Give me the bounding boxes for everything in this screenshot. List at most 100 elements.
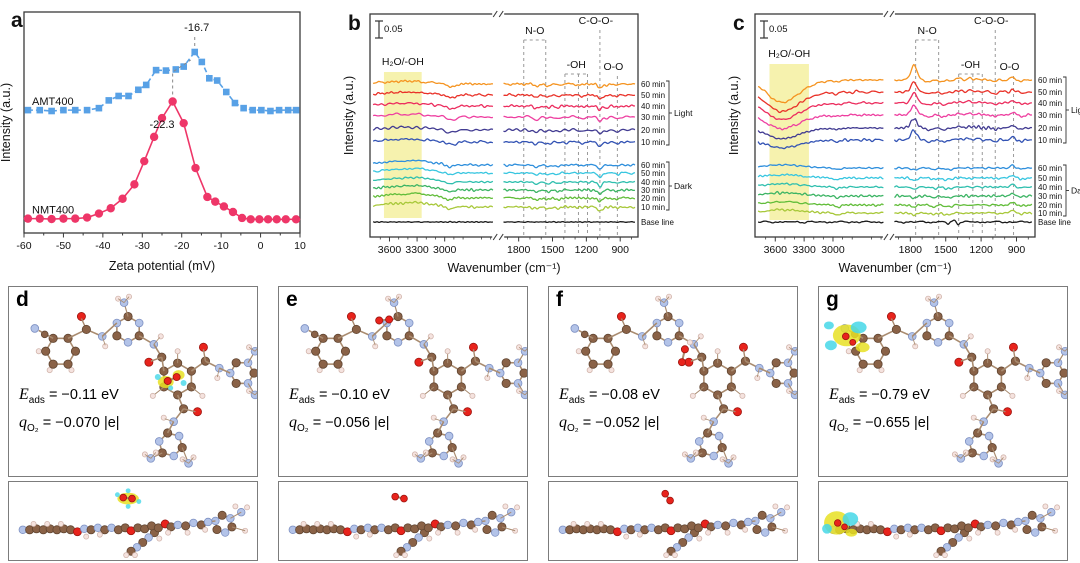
qo2-subscript: O₂ xyxy=(27,422,39,434)
curve-light-20 min xyxy=(757,118,1033,140)
x-tick-label: -40 xyxy=(95,240,110,252)
curve-light-60 min xyxy=(372,79,636,89)
x-axis-label: Wavenumber (cm⁻¹) xyxy=(447,261,560,275)
panel-f-box: f Eads = −0.08 eV qO₂ = −0.052 |e| xyxy=(548,286,798,477)
eads-value: = −0.08 eV xyxy=(588,387,660,403)
qo2-line: qO₂ = −0.070 |e| xyxy=(19,414,120,434)
curve-baseline xyxy=(372,220,635,224)
curve-light-40 min xyxy=(757,91,1032,120)
annotation-C-O-O-: C-O-O- xyxy=(974,15,1009,27)
series-label: 30 min xyxy=(1038,111,1062,120)
panel-letter: c xyxy=(733,12,745,35)
qo2-symbol: q xyxy=(829,413,837,431)
annotation--OH: -OH xyxy=(567,59,586,71)
eads-line: Eads = −0.79 eV xyxy=(829,386,930,406)
panel-letter-g: g xyxy=(826,288,839,311)
series-label: 50 min xyxy=(641,169,665,178)
h2o-oh-highlight-band xyxy=(769,64,809,220)
curve-light-40 min xyxy=(372,102,636,112)
eads-line: Eads = −0.08 eV xyxy=(559,386,660,406)
panel-letter-a: a xyxy=(11,9,23,32)
curve-dark-20 min xyxy=(372,192,635,203)
qo2-line: qO₂ = −0.056 |e| xyxy=(289,414,390,434)
x-tick-label: 3600 xyxy=(764,244,788,256)
charge-isosurface xyxy=(114,488,142,509)
x-tick-label: 3300 xyxy=(405,244,429,256)
qo2-value: = −0.056 |e| xyxy=(312,414,390,431)
curve-light-60 min xyxy=(757,63,1033,104)
x-tick-label: 0 xyxy=(258,240,264,252)
curve-light-10 min xyxy=(372,137,636,148)
eads-subscript: ads xyxy=(28,394,45,406)
series-label: 60 min xyxy=(1038,164,1062,173)
o2-molecule xyxy=(677,339,693,367)
molecule-top-view xyxy=(823,293,1067,468)
curve-dark-20 min xyxy=(757,200,1033,209)
panel-d-side-box xyxy=(8,481,258,561)
dft-values-d: Eads = −0.11 eV qO₂ = −0.070 |e| xyxy=(19,386,120,442)
series-label: 30 min xyxy=(641,186,665,195)
curve-dark-50 min xyxy=(372,167,635,179)
series-label: 20 min xyxy=(1038,124,1062,133)
series-label: 30 min xyxy=(1038,192,1062,201)
series-label: 10 min xyxy=(641,138,665,147)
panel-g-box: g Eads = −0.79 eV qO₂ = −0.655 |e| xyxy=(818,286,1068,477)
x-tick-label: -30 xyxy=(135,240,150,252)
panel-d-box: d Eads = −0.11 eV qO₂ = −0.070 |e| xyxy=(8,286,258,477)
molecule-structure xyxy=(288,503,520,559)
curve-dark-40 min xyxy=(373,176,636,188)
molecule-side-view xyxy=(822,503,1060,559)
qo2-symbol: q xyxy=(19,413,27,431)
panel-letter-d: d xyxy=(16,288,29,311)
series-label: 20 min xyxy=(641,126,665,135)
qo2-value: = −0.070 |e| xyxy=(42,414,120,431)
annotation-O-O: O-O xyxy=(603,61,623,73)
series-label: 50 min xyxy=(641,91,665,100)
peak-annotation-nmt: -22.3 xyxy=(149,119,174,131)
curve-light-20 min xyxy=(372,125,636,135)
eads-value: = −0.11 eV xyxy=(48,387,119,403)
series-label: 60 min xyxy=(1038,76,1062,85)
series-label: 40 min xyxy=(641,178,665,187)
molecule-structure xyxy=(558,503,790,559)
qo2-subscript: O₂ xyxy=(297,422,309,434)
spectra-plot: N-O -OH C-O-O- O-O 3600 3300 3000 1800 1500 1200 9… xyxy=(342,10,693,275)
series-label: 50 min xyxy=(1038,174,1062,183)
curve-dark-10 min xyxy=(372,200,636,212)
eads-value: = −0.79 eV xyxy=(858,387,930,403)
qo2-value: = −0.052 |e| xyxy=(582,414,660,431)
molecule-structure xyxy=(840,293,1067,468)
o2-molecule xyxy=(375,315,394,325)
dft-values-f: Eads = −0.08 eV qO₂ = −0.052 |e| xyxy=(559,386,660,442)
scale-bar-label: 0.05 xyxy=(384,24,403,35)
baseline-label: Base line xyxy=(1038,218,1071,227)
eads-subscript: ads xyxy=(298,394,315,406)
y-axis-label: Intensity (a.u.) xyxy=(727,76,741,155)
series-label: 50 min xyxy=(1038,88,1062,97)
molecule-top-view xyxy=(570,293,797,468)
curve-light-50 min xyxy=(373,90,636,100)
x-tick-label: -60 xyxy=(16,240,31,252)
curve-light-50 min xyxy=(757,81,1032,114)
band-annotations: N-O -OH C-O-O- O-O xyxy=(915,15,1019,236)
molecule-structure xyxy=(828,503,1060,559)
series-label: 40 min xyxy=(1038,183,1062,192)
series-label: 40 min xyxy=(1038,99,1062,108)
group-label-Dark: Dark xyxy=(674,181,693,191)
series-label: 10 min xyxy=(1038,136,1062,145)
panel-g-side-box xyxy=(818,481,1068,561)
series-label: 60 min xyxy=(641,80,665,89)
curve-light-10 min xyxy=(757,129,1032,150)
qo2-symbol: q xyxy=(559,413,567,431)
panel-letter: b xyxy=(348,12,361,35)
y-axis-label: Intensity (a.u.) xyxy=(0,83,13,162)
y-axis-label: Intensity (a.u.) xyxy=(342,76,356,155)
molecule-structure xyxy=(18,503,250,559)
charge-isosurface xyxy=(822,511,859,537)
qo2-subscript: O₂ xyxy=(837,422,849,434)
x-axis-label: Zeta potential (mV) xyxy=(109,259,215,273)
molecule-side-view xyxy=(558,489,790,559)
o2-molecule xyxy=(661,489,674,505)
annotation-C-O-O-: C-O-O- xyxy=(579,15,614,27)
